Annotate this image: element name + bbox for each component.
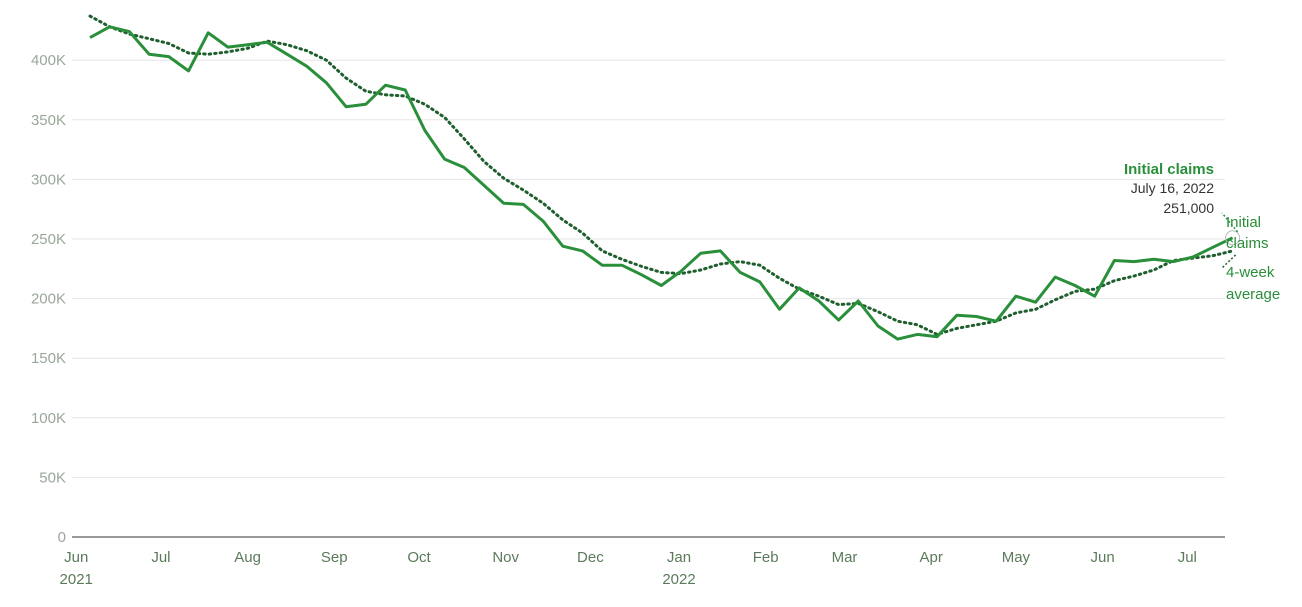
x-tick-year-label: 2021 [60, 571, 93, 588]
gridlines [72, 59, 1225, 538]
series-initial-claims-line [89, 25, 1234, 341]
series-lines [88, 14, 1235, 341]
claims-label-leader [1221, 212, 1239, 233]
x-tick-label: Aug [234, 549, 261, 566]
x-tick-label: Mar [832, 549, 858, 566]
series-label-4-week-average-line-2: average [1226, 286, 1280, 303]
x-tick-label: Jun [1090, 549, 1114, 566]
series-label-initial-claims-line-1: Initial [1226, 214, 1261, 231]
x-tick-label: Oct [407, 549, 431, 566]
annotation-value: 251,000 [1163, 200, 1214, 216]
annotation-title: Initial claims [1124, 161, 1214, 178]
x-tick-label: Apr [920, 549, 943, 566]
y-tick-label: 150K [31, 350, 66, 367]
x-tick-label: Sep [321, 549, 348, 566]
y-tick-label: 0 [58, 529, 66, 546]
y-tick-label: 100K [31, 410, 66, 427]
x-tick-label: Feb [753, 549, 779, 566]
average-label-leader [1221, 254, 1237, 269]
series-labels: Initial claims 4-week average [1226, 214, 1280, 303]
x-tick-label: Jun [64, 549, 88, 566]
latest-point-marker [1225, 230, 1241, 246]
x-tick-year-label: 2022 [662, 571, 695, 588]
x-tick-label: Jan [667, 549, 691, 566]
x-tick-label: Dec [577, 549, 604, 566]
latest-value-annotation: Initial claims July 16, 2022 251,000 [1124, 161, 1241, 269]
y-tick-label: 200K [31, 291, 66, 308]
annotation-date: July 16, 2022 [1131, 180, 1214, 196]
y-tick-label: 250K [31, 231, 66, 248]
series-label-initial-claims-line-2: claims [1226, 235, 1269, 252]
x-tick-label: Jul [151, 549, 170, 566]
series-label-4-week-average-line-1: 4-week [1226, 264, 1275, 281]
x-tick-label: May [1002, 549, 1031, 566]
y-tick-label: 350K [31, 112, 66, 129]
x-tick-label: Jul [1178, 549, 1197, 566]
y-tick-label: 300K [31, 171, 66, 188]
y-axis-tick-labels: 0 50K 100K 150K 200K 250K 300K 350K 400K [31, 52, 66, 546]
y-tick-label: 400K [31, 52, 66, 69]
y-tick-label: 50K [39, 469, 66, 486]
series-4-week-average-line [88, 14, 1235, 337]
x-tick-label: Nov [492, 549, 519, 566]
x-axis-tick-labels: Jun 2021 Jul Aug Sep Oct Nov Dec Jan 2022 Feb Mar Ap… [60, 549, 1197, 588]
